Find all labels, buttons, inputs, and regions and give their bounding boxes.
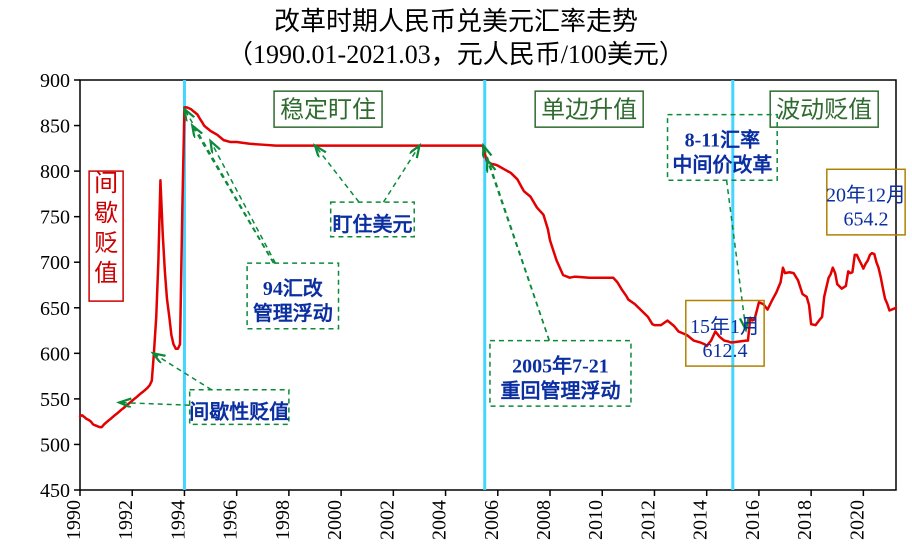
x-tick-label: 2008 [533,500,555,540]
y-tick-label: 900 [40,70,70,92]
x-tick-label: 1996 [220,500,242,540]
annotation-arrow [211,141,276,263]
y-tick-label: 800 [40,161,70,183]
x-tick-label: 2012 [637,500,659,540]
x-tick-label: 2010 [585,500,607,540]
x-tick-label: 2004 [429,500,451,540]
period-label-text: 值 [94,260,118,287]
annotation-text: 盯住美元 [332,212,412,236]
annotation-text: 中间价改革 [672,153,772,177]
period-label-text: 贬 [94,230,118,257]
chart-container: 改革时期人民币兑美元汇率走势 （1990.01-2021.03，元人民币/100… [0,0,912,546]
plot-border [80,80,896,490]
y-tick-label: 550 [40,389,70,411]
annotation-arrow [487,160,549,340]
data-callout-text: 654.2 [843,209,888,231]
period-label-text: 稳定盯住 [280,97,376,124]
y-tick-label: 500 [40,434,70,456]
x-tick-label: 2014 [690,500,712,540]
period-label-text: 间 [94,170,118,197]
x-tick-label: 2018 [794,500,816,540]
annotation-text: 间歇性贬值 [189,400,289,424]
y-tick-label: 700 [40,252,70,274]
annotation-text: 94汇改 [263,276,324,300]
data-callout-text: 15年1月 [690,315,760,338]
data-callout-text: 20年12月 [826,184,906,207]
x-tick-label: 2016 [742,500,764,540]
data-callout-text: 612.4 [702,340,747,362]
annotation-text: 重回管理浮动 [500,378,620,402]
y-tick-label: 850 [40,116,70,138]
y-tick-label: 750 [40,207,70,229]
y-tick-label: 450 [40,480,70,502]
annotation-arrow [153,353,211,389]
exchange-rate-line [80,107,896,427]
x-tick-label: 1990 [63,500,85,540]
annotation-arrow [383,146,419,202]
y-tick-label: 650 [40,298,70,320]
annotation-arrow [727,180,746,329]
period-label-text: 歇 [94,200,118,227]
y-tick-label: 600 [40,343,70,365]
annotation-text: 2005年7-21 [512,353,609,377]
x-tick-label: 1994 [167,500,189,540]
period-label-text: 波动贬值 [776,97,872,124]
period-label-text: 单边升值 [541,97,637,124]
x-tick-label: 2006 [481,500,503,540]
annotation-text: 管理浮动 [253,301,333,325]
x-tick-label: 2002 [376,500,398,540]
annotation-arrow [184,109,273,263]
x-tick-label: 1998 [272,500,294,540]
annotation-text: 8-11汇率 [685,128,761,152]
chart-svg: 450 500 550 600 650 700 750 800 850 900 1990 1992 19… [0,0,912,546]
x-tick-label: 1992 [115,500,137,540]
x-tick-label: 2020 [846,500,868,540]
annotation-arrow [315,146,359,202]
annotation-arrow [192,126,273,264]
x-tick-label: 2000 [324,500,346,540]
